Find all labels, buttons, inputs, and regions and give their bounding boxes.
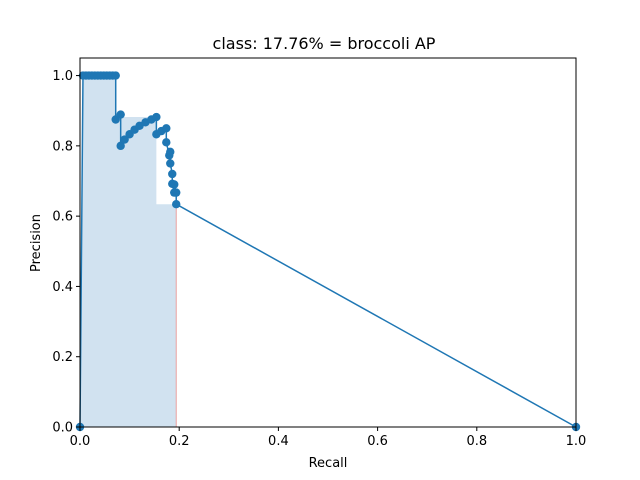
x-tick-label: 0.4: [268, 434, 289, 449]
y-axis-label: Precision: [29, 214, 44, 272]
x-axis-ticks: 0.0 0.2 0.4 0.6 0.8 1.0: [70, 427, 587, 449]
y-tick-label: 0.0: [52, 421, 73, 436]
x-tick-label: 0.2: [169, 434, 190, 449]
chart-title: class: 17.76% = broccoli AP: [213, 34, 436, 53]
data-point: [120, 135, 129, 144]
data-point: [111, 71, 120, 80]
data-point: [170, 180, 179, 189]
data-point: [162, 124, 171, 133]
data-point: [168, 169, 177, 179]
data-point: [116, 141, 125, 151]
data-point: [116, 110, 125, 119]
y-tick-label: 0.6: [52, 210, 73, 225]
x-tick-label: 0.8: [466, 434, 487, 449]
data-point: [152, 112, 161, 122]
data-point: [166, 159, 175, 168]
plot-area: [75, 71, 581, 432]
x-tick-label: 0.0: [70, 434, 91, 449]
y-tick-label: 0.2: [52, 350, 73, 365]
axes-frame: [79, 57, 577, 428]
data-point: [172, 188, 181, 197]
data-point: [166, 147, 175, 157]
y-tick-label: 1.0: [52, 69, 73, 84]
data-point: [172, 199, 181, 209]
x-tick-label: 1.0: [566, 434, 587, 449]
y-tick-label: 0.8: [52, 139, 73, 154]
x-tick-label: 0.6: [367, 434, 388, 449]
y-axis-ticks: 0.0 0.2 0.4 0.6 0.8 1.0: [52, 69, 80, 436]
x-axis-label: Recall: [309, 456, 348, 471]
ap-filled-area: [80, 75, 177, 427]
data-point: [162, 138, 171, 147]
y-tick-label: 0.4: [52, 280, 73, 295]
